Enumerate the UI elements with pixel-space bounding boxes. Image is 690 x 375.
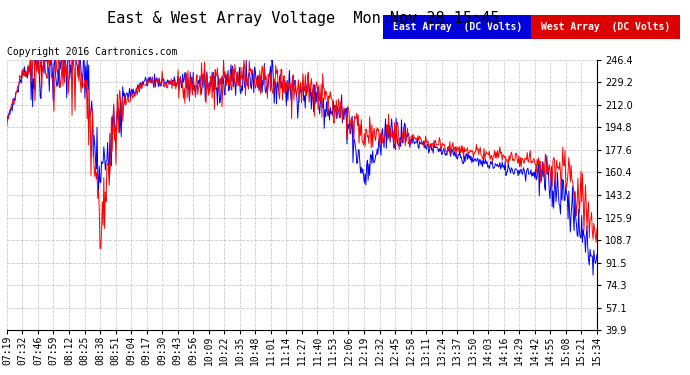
West Array  (DC Volts) [26, 58, 34, 62]
East Array  (DC Volts) [545, 186, 553, 190]
Text: East & West Array Voltage  Mon Nov 28 15:45: East & West Array Voltage Mon Nov 28 15:… [108, 11, 500, 26]
East Array  (DC Volts) [552, 200, 560, 204]
East Array  (DC Volts) [593, 253, 601, 257]
Line: East Array  (DC Volts): East Array (DC Volts) [7, 60, 597, 275]
East Array  (DC Volts) [557, 180, 565, 184]
West Array  (DC Volts) [558, 166, 566, 171]
Text: Copyright 2016 Cartronics.com: Copyright 2016 Cartronics.com [7, 47, 177, 57]
Text: East Array  (DC Volts): East Array (DC Volts) [393, 22, 522, 32]
West Array  (DC Volts) [546, 169, 554, 173]
West Array  (DC Volts) [96, 246, 104, 251]
East Array  (DC Volts) [589, 273, 598, 278]
West Array  (DC Volts) [553, 158, 561, 162]
East Array  (DC Volts) [26, 58, 34, 62]
East Array  (DC Volts) [253, 78, 261, 82]
Line: West Array  (DC Volts): West Array (DC Volts) [7, 60, 597, 249]
West Array  (DC Volts) [253, 86, 262, 90]
East Array  (DC Volts) [147, 77, 155, 82]
West Array  (DC Volts) [3, 123, 11, 128]
East Array  (DC Volts) [3, 113, 11, 117]
Text: West Array  (DC Volts): West Array (DC Volts) [541, 22, 670, 32]
West Array  (DC Volts) [161, 80, 169, 84]
West Array  (DC Volts) [593, 226, 601, 231]
East Array  (DC Volts) [160, 81, 168, 86]
West Array  (DC Volts) [148, 80, 156, 84]
